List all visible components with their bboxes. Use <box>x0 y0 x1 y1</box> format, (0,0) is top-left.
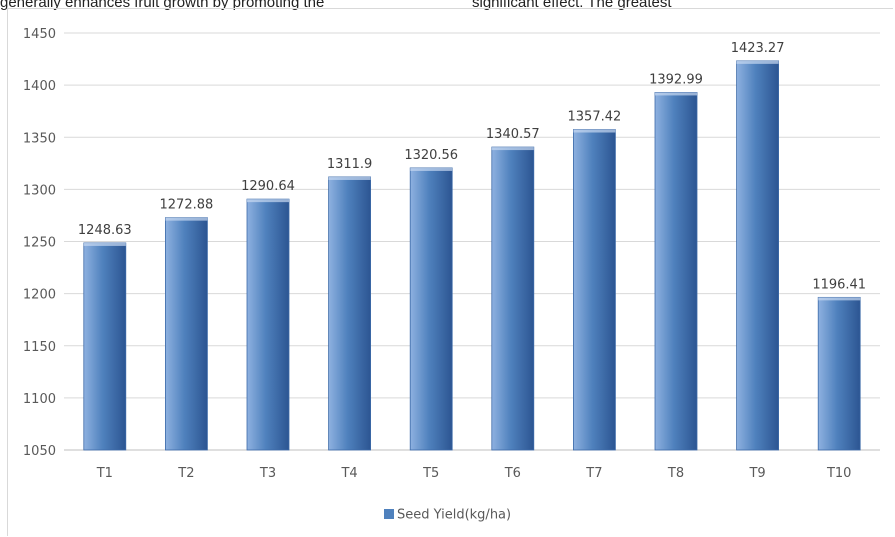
bar <box>491 146 535 451</box>
bar <box>328 176 372 451</box>
x-tick-label: T10 <box>826 466 851 481</box>
bar <box>409 167 453 451</box>
x-tick-label: T4 <box>340 466 357 481</box>
legend-swatch <box>384 509 394 519</box>
x-axis-ticks: T1 T2 T3 T4 T5 T6 T7 T8 T9 T10 <box>96 466 852 481</box>
legend-label: Seed Yield(kg/ha) <box>397 508 511 523</box>
y-tick-label: 1150 <box>23 340 56 355</box>
data-label: 1423.27 <box>731 41 785 56</box>
bar-highlight <box>83 242 126 246</box>
data-label: 1392.99 <box>649 72 703 87</box>
bar-highlight <box>818 297 861 301</box>
legend: Seed Yield(kg/ha) <box>384 508 511 523</box>
data-label: 1196.41 <box>812 277 866 292</box>
data-label: 1248.63 <box>78 223 132 238</box>
x-tick-label: T2 <box>177 466 194 481</box>
bar-highlight <box>247 199 289 203</box>
data-label: 1357.42 <box>568 110 622 125</box>
bar-highlight <box>736 60 779 64</box>
y-tick-label: 1200 <box>23 288 56 303</box>
y-tick-label: 1300 <box>23 183 56 198</box>
bar <box>164 217 208 451</box>
bar-highlight <box>573 129 616 133</box>
x-tick-label: T8 <box>667 466 684 481</box>
bars <box>83 60 861 451</box>
chart-area <box>7 8 893 536</box>
data-label: 1272.88 <box>160 198 214 213</box>
bar <box>573 129 616 451</box>
bar <box>736 60 779 451</box>
bar <box>246 198 290 451</box>
background-text-left: generally enhances fruit growth by promo… <box>0 0 325 11</box>
bar <box>83 242 127 451</box>
bar-highlight <box>410 167 453 171</box>
bar <box>817 296 861 451</box>
y-axis-ticks: 1050 1100 1150 1200 1250 1300 1350 1400 1450 <box>23 27 56 459</box>
y-tick-label: 1050 <box>23 444 56 459</box>
y-tick-label: 1450 <box>23 27 56 42</box>
bar-highlight <box>165 217 208 221</box>
bar <box>654 92 698 451</box>
bar-highlight <box>328 176 371 180</box>
data-label: 1340.57 <box>486 127 540 142</box>
data-label: 1320.56 <box>404 148 458 163</box>
bar-highlight <box>491 147 534 151</box>
x-tick-label: T5 <box>422 466 439 481</box>
x-tick-label: T3 <box>259 466 276 481</box>
y-tick-label: 1100 <box>23 392 56 407</box>
x-tick-label: T1 <box>96 466 113 481</box>
data-label: 1290.64 <box>241 179 295 194</box>
data-labels: 1248.63 1272.88 1290.64 1311.9 1320.56 1340.5… <box>78 41 866 293</box>
y-tick-label: 1400 <box>23 79 56 94</box>
x-tick-label: T7 <box>585 466 602 481</box>
data-label: 1311.9 <box>327 157 373 172</box>
background-text-right: significant effect. The greatest <box>472 0 672 11</box>
x-tick-label: T9 <box>748 466 765 481</box>
bar-highlight <box>655 92 697 96</box>
x-tick-label: T6 <box>504 466 521 481</box>
y-tick-label: 1350 <box>23 131 56 146</box>
y-tick-label: 1250 <box>23 236 56 251</box>
